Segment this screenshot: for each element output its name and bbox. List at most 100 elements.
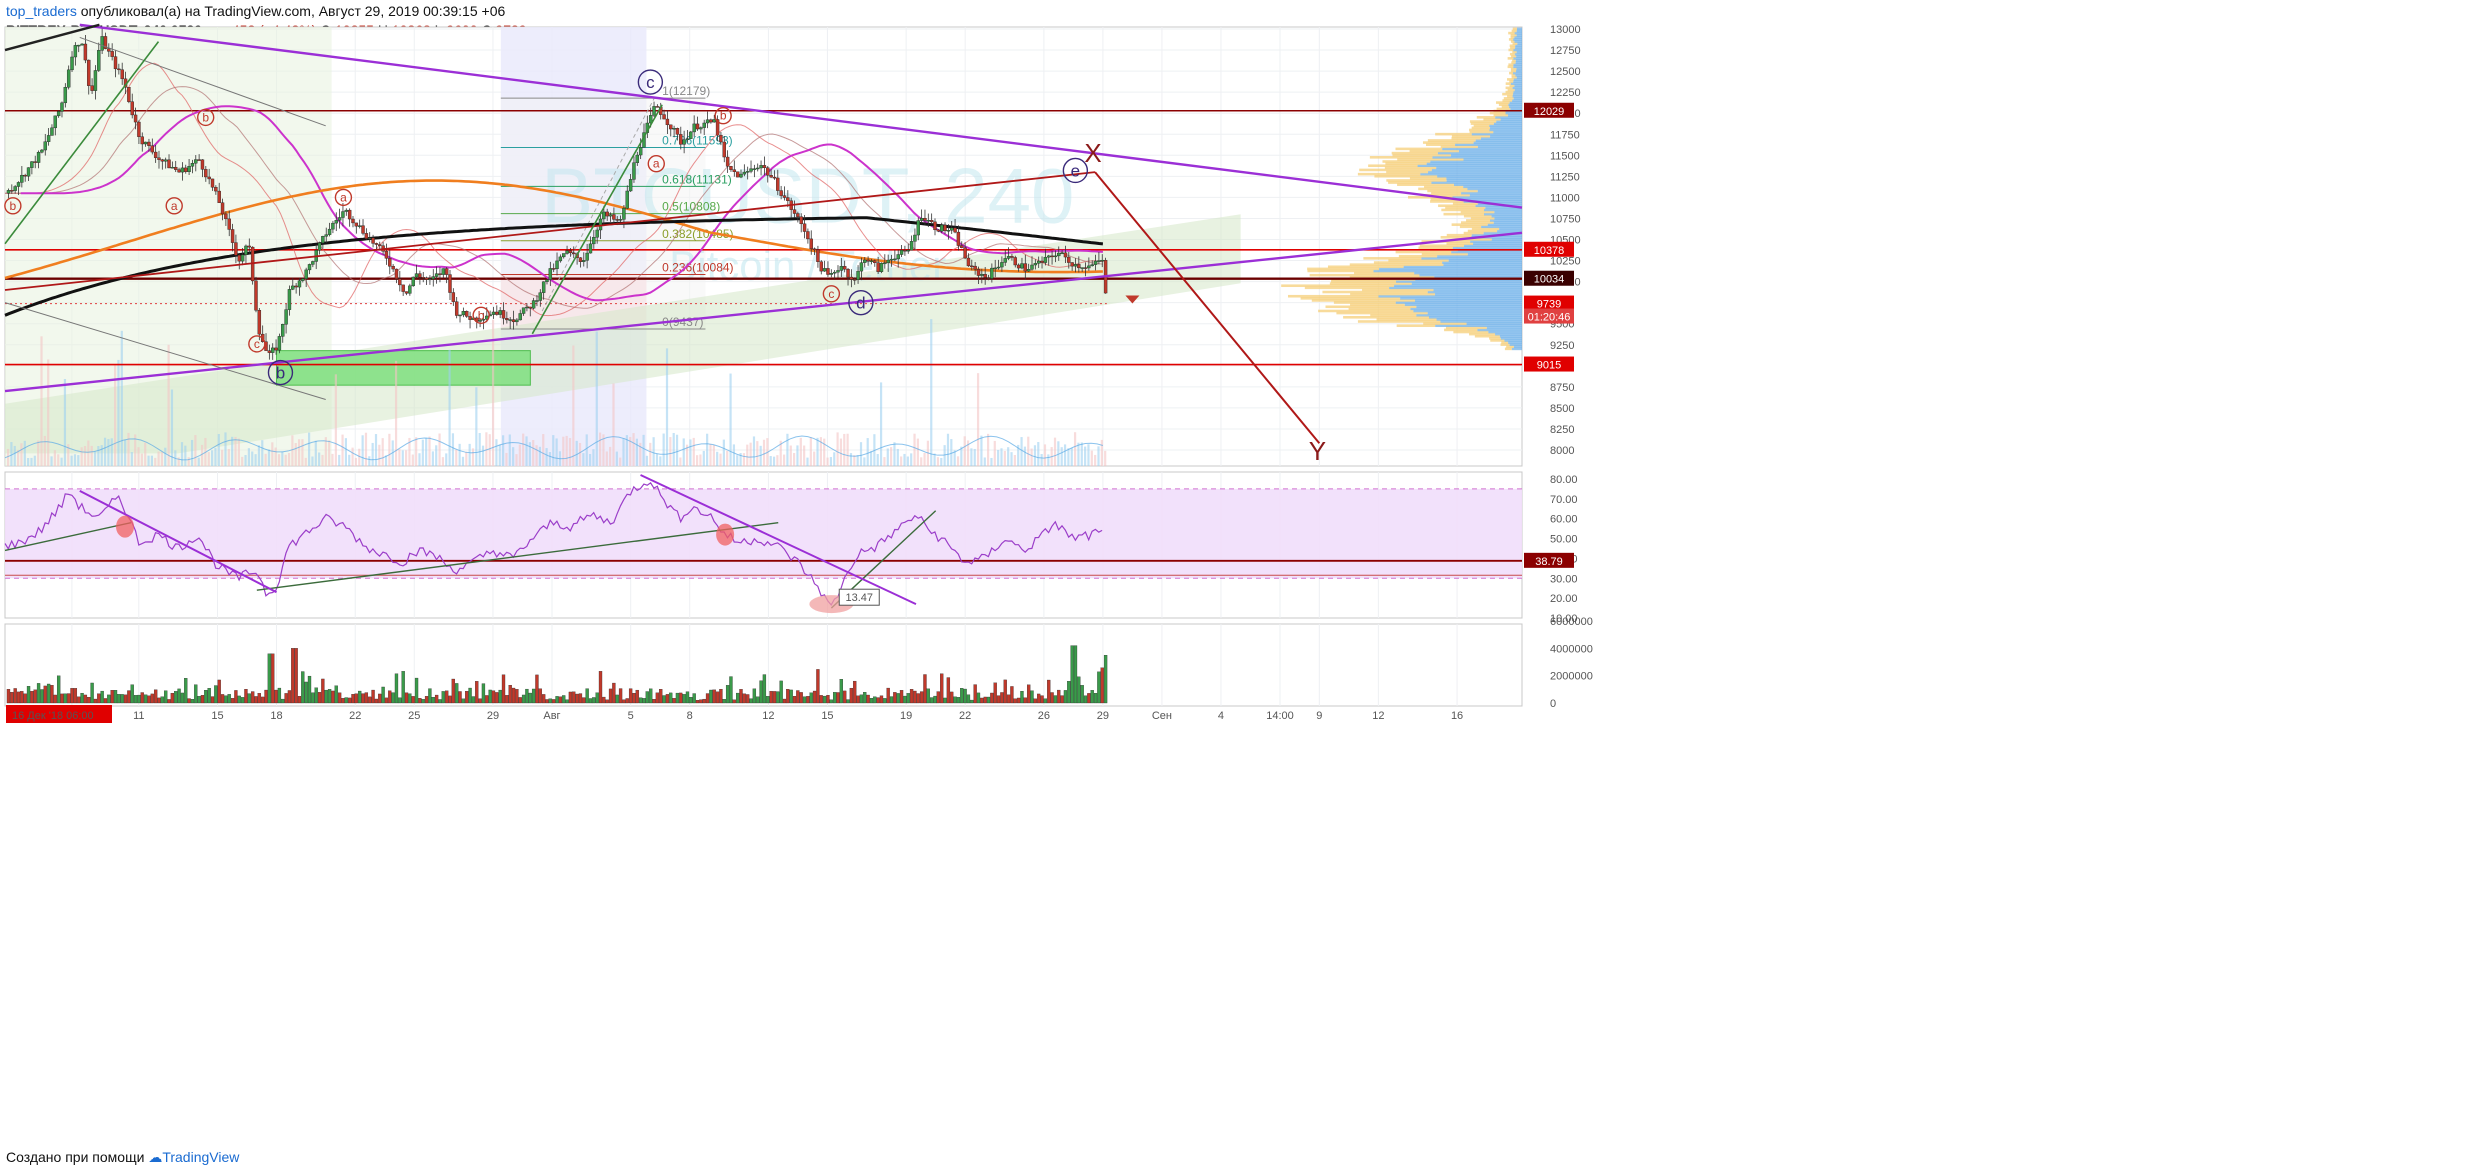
profile-bar-buy	[1469, 193, 1522, 197]
candle-body	[107, 48, 111, 52]
main-volume-bar	[207, 452, 210, 466]
wave-label-1: b	[202, 110, 209, 124]
candle-body	[411, 276, 415, 287]
volume-bar	[1027, 684, 1031, 704]
time-label-16: Сен	[1152, 710, 1172, 722]
profile-bar-sell	[1473, 124, 1490, 128]
candle-body	[177, 169, 181, 173]
main-volume-bar	[221, 449, 224, 466]
volume-bar	[986, 696, 991, 704]
main-volume-bar	[451, 433, 455, 466]
volume-bar	[816, 669, 820, 704]
volume-bar	[953, 696, 957, 704]
profile-bar-buy	[1452, 196, 1522, 199]
main-volume-bar	[582, 453, 585, 466]
candle-body	[572, 252, 576, 255]
main-volume-bar	[87, 440, 90, 466]
candle-body	[632, 162, 636, 180]
profile-bar-buy	[1436, 318, 1522, 321]
main-volume-bar	[836, 432, 839, 466]
main-volume-bar	[1104, 450, 1107, 466]
main-volume-bar	[13, 445, 16, 466]
candle-body	[36, 151, 41, 163]
candle-body	[555, 260, 559, 269]
profile-bar-sell	[1510, 67, 1517, 71]
volume-bar	[806, 696, 810, 704]
time-tag-current: 16 Дек '18 06:00	[12, 710, 94, 722]
volume-bar	[274, 689, 278, 704]
username-link[interactable]: top_traders	[6, 3, 77, 19]
candle-body	[966, 257, 971, 267]
main-volume-bar	[127, 432, 130, 466]
volume-bar	[424, 696, 429, 704]
candle-body	[986, 277, 991, 279]
volume-bar	[411, 696, 415, 704]
candle-body	[869, 260, 874, 262]
main-volume-bar	[241, 456, 244, 466]
main-volume-bar	[227, 449, 230, 466]
main-volume-bar	[311, 456, 314, 466]
time-label-6: 29	[487, 710, 499, 722]
volume-bar	[759, 680, 763, 704]
candle-body	[648, 115, 653, 124]
candle-body	[923, 217, 927, 221]
main-volume-bar	[1007, 447, 1010, 466]
volume-bar	[117, 694, 121, 704]
main-volume-bar	[923, 452, 926, 466]
candle-body	[1003, 258, 1007, 263]
main-volume-bar	[394, 360, 398, 466]
main-volume-bar	[933, 453, 936, 466]
profile-bar-buy	[1475, 139, 1522, 142]
profile-bar-buy	[1483, 231, 1522, 235]
profile-bar-sell	[1511, 54, 1517, 58]
volume-bar	[1083, 695, 1088, 704]
volume-bar	[1073, 645, 1078, 704]
price-tag-0: 12029	[1534, 106, 1565, 118]
profile-bar-buy	[1428, 315, 1522, 319]
candle-body	[357, 225, 362, 227]
main-volume-bar	[100, 445, 103, 466]
price-tag-box-3	[1524, 295, 1574, 311]
profile-bar-buy	[1516, 29, 1522, 33]
candle-body	[277, 336, 282, 351]
candle-body	[1080, 267, 1084, 269]
candle-body	[73, 45, 78, 58]
main-volume-bar	[200, 444, 204, 466]
profile-bar-sell	[1509, 84, 1515, 88]
profile-bar-buy	[1511, 347, 1522, 351]
volume-tick-3: 0	[1550, 698, 1556, 710]
volume-bar	[769, 691, 773, 704]
candle-body	[508, 319, 512, 321]
wave-big-label-y: Y	[1309, 436, 1326, 466]
time-label-13: 22	[959, 710, 971, 722]
candle-body	[495, 311, 499, 315]
volume-bar	[682, 694, 686, 704]
volume-bar	[990, 692, 994, 704]
volume-bar	[1090, 690, 1094, 704]
candle-body	[110, 51, 114, 57]
wave-label-6: b	[478, 308, 485, 322]
volume-bar	[689, 697, 693, 704]
profile-bar-sell	[1395, 147, 1443, 151]
volume-bar	[772, 691, 777, 704]
main-volume-overlay	[4, 319, 1107, 466]
main-volume-bar	[1067, 448, 1070, 466]
volume-bar	[458, 691, 462, 704]
volume-bar	[70, 688, 74, 704]
profile-bar-sell	[1318, 309, 1414, 313]
candle-body	[538, 292, 543, 301]
volume-bar	[217, 679, 221, 704]
volume-bar	[782, 698, 787, 704]
price-tick-0: 13000	[1550, 24, 1581, 36]
fib-label-0: 1(12179)	[662, 84, 710, 98]
profile-bar-sell	[1359, 168, 1432, 172]
candle-body	[909, 241, 914, 251]
tradingview-logo-link[interactable]: ☁TradingView	[148, 1149, 240, 1165]
wave-label-9: b	[720, 109, 727, 123]
candle-body	[756, 167, 760, 170]
volume-bar	[843, 690, 847, 704]
volume-bar	[261, 696, 265, 704]
main-volume-bar	[1027, 436, 1030, 466]
volume-ma-line	[4, 435, 1104, 461]
